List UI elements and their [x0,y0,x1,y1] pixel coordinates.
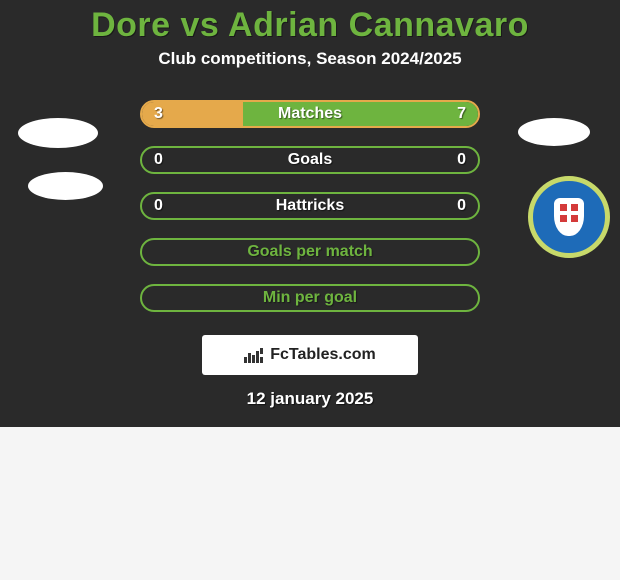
hattricks-right-value: 0 [457,197,466,215]
bar-hattricks: 0 Hattricks 0 [140,192,480,220]
bar-goals: 0 Goals 0 [140,146,480,174]
page-title: Dore vs Adrian Cannavaro [0,0,620,49]
goals-right-value: 0 [457,151,466,169]
comparison-rows: 3 Matches 7 0 Goals 0 0 Hattricks 0 Goal… [0,91,620,321]
brand-text: FcTables.com [270,346,376,364]
bar-mpg: Min per goal [140,284,480,312]
bar-gpm: Goals per match [140,238,480,266]
comparison-card: Dore vs Adrian Cannavaro Club competitio… [0,0,620,427]
row-min-per-goal: Min per goal [0,275,620,321]
gpm-label: Goals per match [142,243,478,261]
row-goals: 0 Goals 0 [0,137,620,183]
row-matches: 3 Matches 7 [0,91,620,137]
footer-date: 12 january 2025 [0,389,620,409]
mpg-label: Min per goal [142,289,478,307]
matches-label: Matches [142,105,478,123]
matches-right-value: 7 [457,105,466,123]
hattricks-label: Hattricks [142,197,478,215]
goals-label: Goals [142,151,478,169]
page-subtitle: Club competitions, Season 2024/2025 [0,49,620,91]
bar-matches: 3 Matches 7 [140,100,480,128]
row-goals-per-match: Goals per match [0,229,620,275]
brand-badge[interactable]: FcTables.com [202,335,418,375]
row-hattricks: 0 Hattricks 0 [0,183,620,229]
bar-chart-icon [244,347,264,363]
